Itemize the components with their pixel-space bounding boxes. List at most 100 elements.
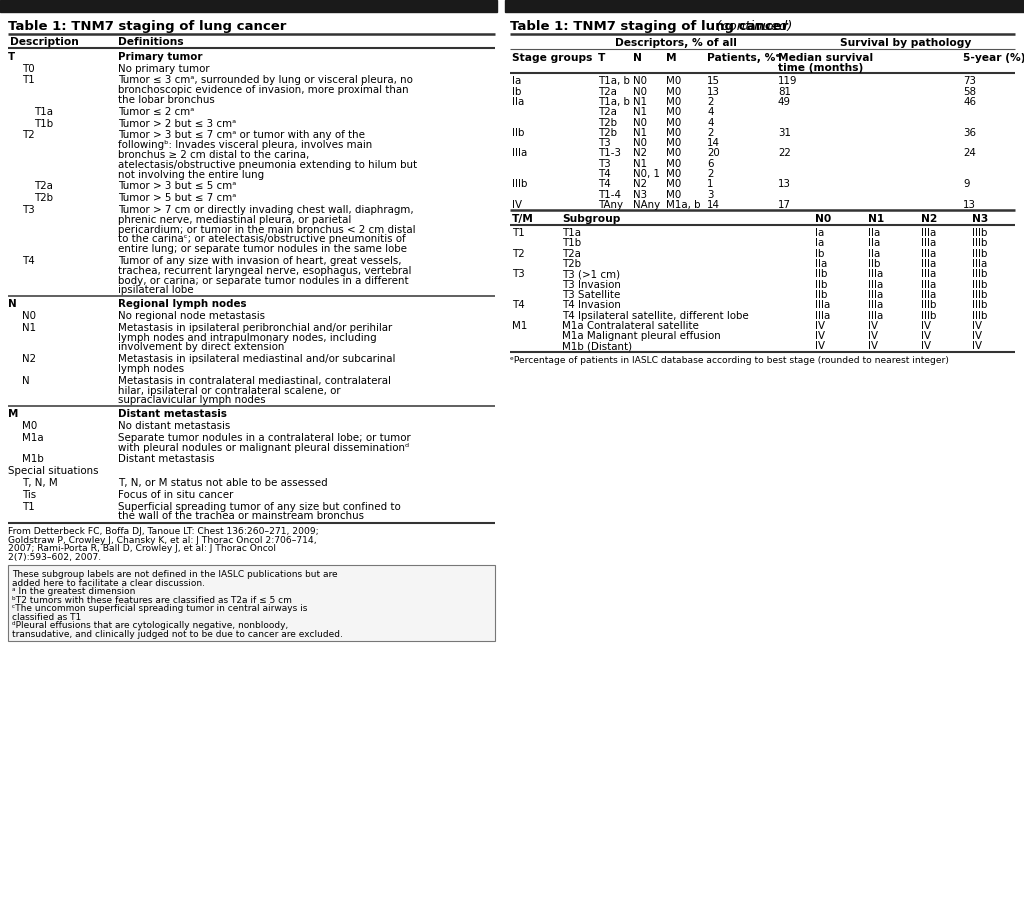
Text: T1b: T1b [34,119,53,129]
Text: M0: M0 [22,421,37,431]
Text: bronchus ≥ 2 cm distal to the carina,: bronchus ≥ 2 cm distal to the carina, [118,150,309,160]
Text: to the carinaᶜ; or atelectasis/obstructive pneumonitis of: to the carinaᶜ; or atelectasis/obstructi… [118,235,406,245]
Text: the wall of the trachea or mainstream bronchus: the wall of the trachea or mainstream br… [118,511,364,521]
Text: ᵇT2 tumors with these features are classified as T2a if ≤ 5 cm: ᵇT2 tumors with these features are class… [12,596,292,604]
Text: T3 Invasion: T3 Invasion [562,280,621,290]
Text: M1a, b: M1a, b [666,200,700,210]
Text: T/M: T/M [512,215,534,225]
Text: T1a, b: T1a, b [598,97,630,107]
Text: Definitions: Definitions [118,37,183,47]
Text: IV: IV [972,321,982,331]
Text: IIIa: IIIa [868,300,884,310]
Text: 4: 4 [707,107,714,117]
Text: 20: 20 [707,149,720,159]
Text: Patients, %ᵉ: Patients, %ᵉ [707,53,780,63]
Text: Descriptors, % of all: Descriptors, % of all [615,38,737,48]
Text: T1a, b: T1a, b [598,76,630,86]
Text: T3: T3 [598,139,610,149]
Text: T1: T1 [22,75,35,85]
Text: IV: IV [815,321,825,331]
Text: T2a: T2a [598,107,616,117]
Text: 24: 24 [963,149,976,159]
Text: N0, 1: N0, 1 [633,169,660,179]
Text: ᶜThe uncommon superficial spreading tumor in central airways is: ᶜThe uncommon superficial spreading tumo… [12,604,307,613]
Text: (continued): (continued) [713,20,793,33]
Text: T2b: T2b [598,118,617,128]
Text: M0: M0 [666,139,681,149]
Text: IV: IV [921,321,931,331]
Text: N: N [8,299,16,309]
Text: IV: IV [972,342,982,352]
Text: M1b: M1b [22,455,44,465]
Text: trachea, recurrent laryngeal nerve, esophagus, vertebral: trachea, recurrent laryngeal nerve, esop… [118,265,412,275]
Text: T2b: T2b [562,259,581,269]
Text: Tumor ≤ 2 cmᵃ: Tumor ≤ 2 cmᵃ [118,107,195,117]
Text: the lobar bronchus: the lobar bronchus [118,95,215,105]
Text: Superficial spreading tumor of any size but confined to: Superficial spreading tumor of any size … [118,502,400,512]
Text: IIIa: IIIa [921,238,936,248]
Text: added here to facilitate a clear discussion.: added here to facilitate a clear discuss… [12,579,205,588]
Text: N1: N1 [633,107,647,117]
Text: T1-3: T1-3 [598,149,621,159]
Text: IV: IV [921,342,931,352]
Text: 13: 13 [707,87,720,97]
Text: ᵃ In the greatest dimension: ᵃ In the greatest dimension [12,587,135,596]
Text: M1a Malignant pleural effusion: M1a Malignant pleural effusion [562,331,721,341]
Text: IIb: IIb [815,290,827,300]
Text: Tumor of any size with invasion of heart, great vessels,: Tumor of any size with invasion of heart… [118,256,401,266]
Text: N2: N2 [633,179,647,189]
Text: Tis: Tis [22,490,36,500]
Text: T1-4: T1-4 [598,189,621,199]
Text: Tumor ≤ 3 cmᵃ, surrounded by lung or visceral pleura, no: Tumor ≤ 3 cmᵃ, surrounded by lung or vis… [118,75,413,85]
Text: M0: M0 [666,159,681,169]
Text: Tumor > 3 but ≤ 5 cmᵃ: Tumor > 3 but ≤ 5 cmᵃ [118,181,237,191]
Text: 14: 14 [707,200,720,210]
Text: T2b: T2b [34,193,53,203]
Text: Stage groups: Stage groups [512,53,592,63]
Text: T: T [598,53,605,63]
Text: Ia: Ia [815,228,824,238]
Text: T0: T0 [22,63,35,73]
Text: 46: 46 [963,97,976,107]
Text: IIa: IIa [815,259,827,269]
Text: T4: T4 [598,179,610,189]
Text: M0: M0 [666,149,681,159]
Text: IIIb: IIIb [972,280,987,290]
Text: IIIa: IIIa [868,280,884,290]
Text: Distant metastasis: Distant metastasis [118,410,227,419]
Text: NAny: NAny [633,200,660,210]
Text: Median survival: Median survival [778,53,873,63]
Text: 2007; Rami-Porta R, Ball D, Crowley J, et al: J Thorac Oncol: 2007; Rami-Porta R, Ball D, Crowley J, e… [8,545,276,554]
Text: N1: N1 [868,215,885,225]
Text: 31: 31 [778,128,791,138]
Text: T4: T4 [512,300,524,310]
Text: 81: 81 [778,87,791,97]
Text: IIIa: IIIa [868,311,884,321]
Text: IV: IV [972,331,982,341]
Text: followingᵇ: Invades visceral pleura, involves main: followingᵇ: Invades visceral pleura, inv… [118,140,373,150]
Text: 1: 1 [707,179,714,189]
Text: IIIa: IIIa [921,269,936,279]
Text: N0: N0 [633,87,647,97]
Text: phrenic nerve, mediastinal pleura, or parietal: phrenic nerve, mediastinal pleura, or pa… [118,215,351,225]
Text: 3: 3 [707,189,714,199]
Text: 13: 13 [778,179,791,189]
Text: Description: Description [10,37,79,47]
Text: ipsilateral lobe: ipsilateral lobe [118,285,194,295]
Text: 6: 6 [707,159,714,169]
Text: 13: 13 [963,200,976,210]
Text: IIIb: IIIb [921,311,936,321]
Text: IIb: IIb [512,128,524,138]
Text: M0: M0 [666,189,681,199]
Text: IV: IV [868,321,878,331]
Text: N3: N3 [633,189,647,199]
Text: T, N, or M status not able to be assessed: T, N, or M status not able to be assesse… [118,478,328,488]
Bar [505,0,1024,12]
Text: IIb: IIb [815,269,827,279]
Text: Subgroup: Subgroup [562,215,621,225]
Text: N2: N2 [921,215,937,225]
Text: IIb: IIb [868,259,881,269]
Text: Survival by pathology: Survival by pathology [840,38,971,48]
Text: 15: 15 [707,76,720,86]
Text: not involving the entire lung: not involving the entire lung [118,169,264,179]
